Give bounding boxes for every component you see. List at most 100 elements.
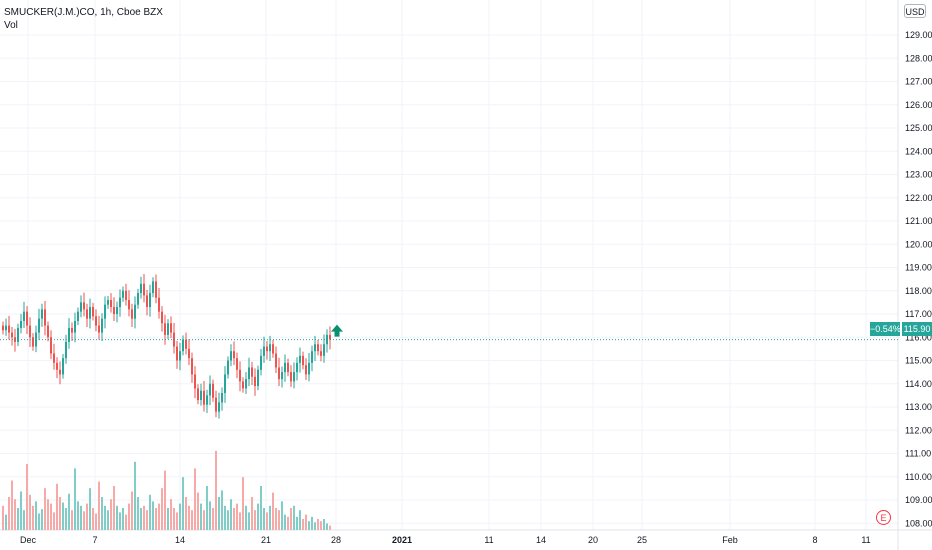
y-tick-label: 114.00 — [905, 379, 932, 389]
candle-body — [107, 300, 109, 305]
candle-body — [149, 293, 151, 308]
candle-body — [230, 351, 232, 361]
volume-bar — [323, 519, 325, 530]
candle-body — [179, 351, 181, 361]
volume-bar — [290, 508, 292, 530]
volume-bar — [68, 493, 70, 530]
candle-body — [122, 290, 124, 298]
candle-body — [146, 295, 148, 308]
volume-bar — [5, 514, 7, 530]
candle-body — [95, 316, 97, 326]
candle-body — [305, 365, 307, 375]
candle-body — [317, 344, 319, 352]
candle-body — [299, 355, 301, 363]
candle-body — [158, 297, 160, 312]
volume-bar — [278, 510, 280, 530]
candle-body — [50, 337, 52, 354]
volume-bar — [35, 501, 37, 530]
candle-body — [134, 304, 136, 319]
volume-bar — [221, 490, 223, 530]
volume-bar — [74, 468, 76, 530]
y-tick-label: 128.00 — [905, 53, 932, 63]
volume-bar — [77, 501, 79, 530]
y-tick-label: 111.00 — [905, 449, 931, 459]
last-price-label: 115.90 — [902, 322, 932, 336]
candle-body — [71, 327, 73, 333]
volume-bar — [119, 512, 121, 530]
candle-body — [125, 290, 127, 301]
volume-bar — [320, 521, 322, 530]
volume-bar — [311, 516, 313, 530]
volume-bar — [143, 505, 145, 530]
x-tick-label: 28 — [331, 535, 341, 545]
candle-body — [59, 369, 61, 375]
candle-body — [320, 351, 322, 356]
candle-body — [104, 304, 106, 319]
volume-bar — [206, 486, 208, 530]
candle-body — [83, 302, 85, 310]
candle-body — [254, 376, 256, 387]
candle-body — [56, 362, 58, 370]
y-tick-label: 122.00 — [905, 193, 932, 203]
y-tick-label: 127.00 — [905, 77, 932, 87]
candle-body — [260, 355, 262, 370]
candle-body — [92, 307, 94, 317]
volume-bar — [254, 510, 256, 530]
candle-body — [278, 367, 280, 380]
candle-body — [29, 325, 31, 338]
x-tick-label: 25 — [637, 535, 647, 545]
candle-body — [194, 374, 196, 389]
candle-body — [290, 372, 292, 382]
x-tick-label: 8 — [812, 535, 817, 545]
candle-body — [161, 311, 163, 324]
y-tick-label: 123.00 — [905, 170, 932, 180]
candle-body — [185, 339, 187, 349]
y-tick-label: 115.00 — [905, 356, 932, 366]
volume-bar — [155, 508, 157, 530]
volume-bar — [14, 499, 16, 530]
candle-body — [227, 360, 229, 375]
volume-bar — [284, 514, 286, 530]
volume-bar — [215, 450, 217, 530]
y-tick-label: 121.00 — [905, 216, 932, 226]
candle-body — [98, 325, 100, 333]
y-tick-label: 108.00 — [905, 518, 932, 528]
volume-bar — [296, 516, 298, 530]
volume-bar — [167, 508, 169, 530]
candle-body — [113, 307, 115, 314]
volume-bar — [242, 477, 244, 530]
volume-bar — [212, 508, 214, 530]
currency-button[interactable]: USD — [904, 4, 926, 18]
volume-bar — [38, 513, 40, 530]
volume-bar — [269, 505, 271, 530]
volume-bar — [182, 477, 184, 530]
candle-body — [275, 353, 277, 368]
candle-body — [80, 302, 82, 312]
candle-body — [137, 293, 139, 305]
volume-bar — [203, 510, 205, 530]
volume-bar — [317, 519, 319, 530]
x-tick-label: Feb — [722, 535, 738, 545]
volume-bar — [20, 491, 22, 530]
volume-bar — [11, 480, 13, 530]
candle-body — [176, 346, 178, 361]
volume-bar — [200, 503, 202, 530]
candle-body — [257, 369, 259, 387]
volume-bar — [230, 499, 232, 530]
price-change-label: −0.54% — [870, 322, 901, 336]
volume-bar — [26, 464, 28, 530]
candle-body — [212, 383, 214, 398]
earnings-badge-icon[interactable]: E — [876, 510, 891, 525]
x-tick-label: 20 — [588, 535, 598, 545]
volume-bar — [101, 497, 103, 530]
volume-bar — [29, 494, 31, 530]
candle-body — [191, 358, 193, 375]
volume-bar — [152, 501, 154, 530]
candle-body — [239, 369, 241, 382]
candle-body — [155, 281, 157, 298]
x-tick-label: 21 — [261, 535, 271, 545]
up-arrow-icon — [331, 324, 343, 337]
candle-body — [167, 323, 169, 335]
candle-body — [269, 344, 271, 352]
